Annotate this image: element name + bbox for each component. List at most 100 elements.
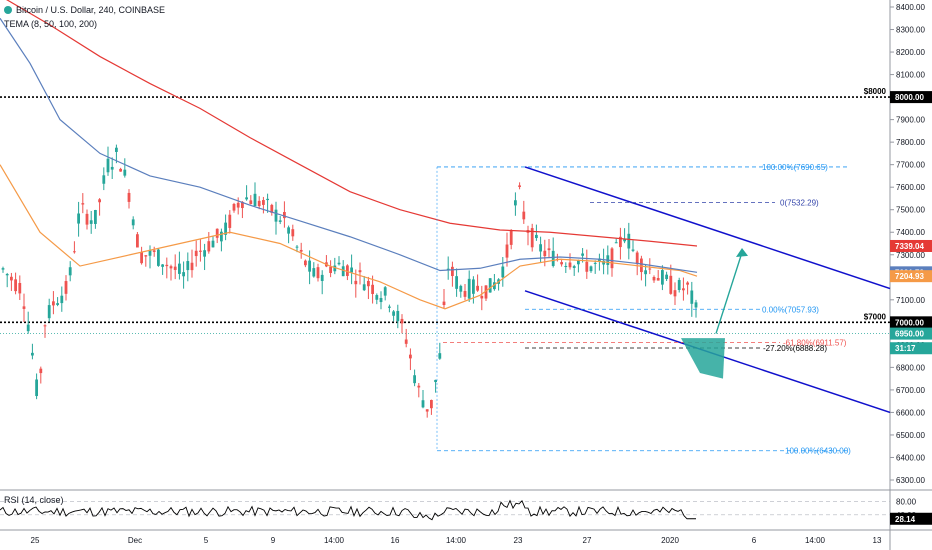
candle: [476, 274, 479, 292]
candle-body: [152, 250, 156, 252]
candle-body: [56, 303, 59, 305]
candle-body: [568, 262, 572, 268]
candle: [64, 275, 68, 301]
x-tick-label: Dec: [128, 536, 142, 545]
candle: [148, 245, 152, 269]
candle-body: [514, 200, 517, 206]
y-tick-label: 8300.00: [896, 26, 925, 35]
price-tag-label: 31:17: [895, 344, 916, 353]
candle-body: [190, 262, 194, 271]
candle: [652, 275, 656, 283]
candle: [568, 253, 572, 270]
candle: [35, 373, 38, 400]
candle-body: [220, 231, 223, 242]
candle: [165, 257, 169, 279]
candle: [388, 304, 391, 313]
candle: [396, 304, 400, 329]
candle: [253, 182, 257, 207]
candle: [413, 369, 416, 387]
candle: [694, 299, 698, 318]
candle-body: [585, 261, 589, 272]
candle: [178, 251, 181, 280]
candle: [497, 278, 500, 291]
price-tag: 6950.00: [890, 327, 932, 340]
candle: [22, 293, 26, 323]
candle-body: [64, 281, 68, 294]
price-tag: 7204.93: [890, 270, 932, 283]
candle-body: [362, 284, 366, 291]
candle: [572, 264, 576, 276]
candle: [274, 201, 278, 235]
candle-body: [295, 246, 299, 248]
candle-body: [488, 278, 492, 293]
candle-body: [593, 262, 597, 264]
candle-body: [94, 209, 97, 224]
candle-body: [178, 263, 181, 274]
candle: [455, 268, 458, 297]
candle-body: [60, 295, 64, 304]
candle-body: [539, 244, 542, 252]
candle-body: [241, 201, 244, 209]
candle-body: [266, 198, 269, 201]
indicator-text: TEMA (8, 50, 100, 200): [4, 19, 98, 29]
candle-body: [501, 266, 505, 278]
candle: [115, 144, 118, 164]
fib-label: 0.00%(7057.93): [762, 305, 819, 314]
candle: [522, 200, 526, 224]
candle: [362, 275, 366, 292]
candle-body: [640, 258, 643, 273]
candle-body: [623, 238, 626, 242]
candle: [190, 249, 194, 278]
candle-body: [409, 354, 412, 359]
candle: [564, 262, 568, 273]
candle-body: [312, 268, 316, 277]
y-tick-label: 7700.00: [896, 161, 925, 170]
candle-body: [602, 260, 605, 265]
candle: [224, 214, 227, 241]
rsi-value-tag: 28.14: [890, 512, 932, 525]
candle: [400, 314, 404, 334]
candle-body: [392, 311, 395, 316]
candle-body: [18, 282, 22, 294]
candle: [161, 264, 164, 275]
candle: [94, 209, 97, 229]
candle: [446, 256, 450, 280]
candle: [677, 277, 681, 293]
candle-body: [131, 219, 135, 226]
candle-body: [165, 264, 169, 267]
candle-body: [236, 202, 240, 208]
candle: [501, 256, 505, 287]
candle: [337, 256, 341, 266]
candle: [598, 253, 601, 271]
candle-body: [690, 290, 694, 304]
candle: [283, 201, 286, 228]
target-zone: [681, 338, 725, 379]
candle-body: [102, 175, 106, 184]
chart-title: Bitcoin / U.S. Dollar, 240, COINBASE: [4, 4, 165, 16]
candle-body: [148, 249, 152, 256]
candle: [320, 270, 324, 295]
candle-body: [677, 280, 681, 290]
price-tag-bg: [890, 327, 932, 340]
candle-body: [661, 270, 664, 285]
candle: [392, 310, 395, 322]
candle-body: [262, 200, 265, 205]
candle-body: [274, 209, 278, 222]
candle-body: [43, 325, 47, 327]
candle: [31, 343, 34, 360]
candle-body: [68, 267, 72, 276]
candle-body: [115, 147, 118, 152]
candle-body: [1, 268, 5, 270]
candle-body: [291, 229, 295, 237]
candle-body: [686, 282, 689, 285]
projection-arrow-line: [715, 252, 743, 334]
candle: [505, 232, 509, 267]
x-tick-label: 6: [752, 536, 757, 545]
candle-body: [484, 285, 488, 299]
candle-body: [22, 306, 26, 309]
candle: [316, 263, 320, 282]
fib-label: -27.20%(6888.28): [763, 344, 827, 353]
candle: [341, 260, 345, 277]
candle-body: [451, 266, 454, 277]
